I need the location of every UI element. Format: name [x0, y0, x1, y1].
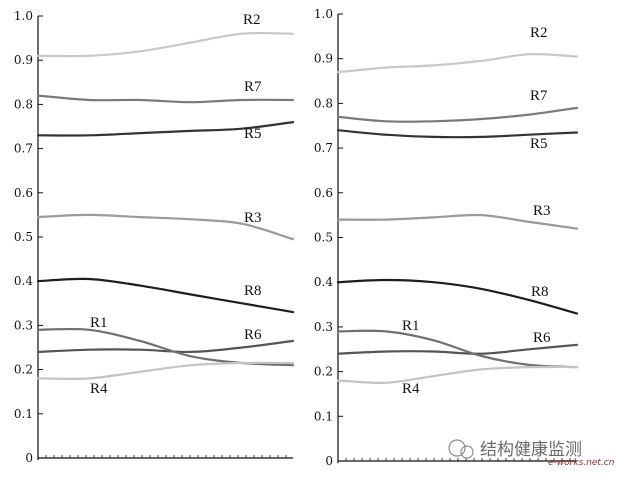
series-line-r6 — [336, 343, 579, 355]
series-line-r3 — [336, 213, 579, 230]
series-line-r5 — [336, 129, 579, 139]
y-tick-label: 0.4 — [14, 274, 33, 288]
y-tick-label: 0 — [25, 451, 33, 465]
series-label-r1: R1 — [90, 315, 108, 331]
series-line-r6 — [36, 339, 295, 354]
series-label-r8: R8 — [244, 283, 262, 299]
y-tick-label: 0.1 — [14, 407, 33, 421]
series-label-r7: R7 — [244, 79, 262, 95]
series-line-r4 — [336, 365, 579, 385]
chart-panel-left: 0 0.1 0.2 0.3 0.4 0.5 0.6 0.7 0.8 0.9 1.0 R2 R7 R5 R3 R… — [14, 9, 295, 465]
series-line-r8 — [36, 277, 295, 314]
watermark-site: e-works.net.cn — [548, 458, 615, 468]
y-tick-label: 1.0 — [314, 7, 333, 21]
wechat-icon — [448, 439, 474, 459]
series-label-r4: R4 — [402, 381, 420, 397]
y-tick-label: 0.1 — [314, 409, 333, 423]
series-line-r8 — [336, 278, 579, 315]
series-line-r1 — [336, 329, 579, 369]
series-label-r3: R3 — [244, 210, 262, 226]
series-label-r4: R4 — [90, 381, 108, 397]
series-label-r2: R2 — [243, 12, 261, 28]
y-tick-label: 0.5 — [314, 231, 333, 245]
series-label-r6: R6 — [244, 327, 262, 343]
series-line-r7 — [36, 94, 295, 104]
y-tick-label: 0 — [325, 454, 333, 468]
series-line-r5 — [36, 121, 295, 137]
y-tick-label: 0.2 — [14, 363, 33, 377]
series-label-r7: R7 — [530, 88, 548, 104]
y-tick-label: 0.2 — [314, 365, 333, 379]
y-tick-label: 0.8 — [314, 96, 333, 110]
series-label-r1: R1 — [402, 318, 420, 334]
series-line-r3 — [36, 213, 295, 241]
series-line-r4 — [36, 361, 295, 380]
y-tick-label: 0.6 — [14, 186, 33, 200]
series-line-r2 — [36, 31, 295, 58]
y-tick-label: 1.0 — [14, 9, 33, 23]
series-label-r2: R2 — [530, 25, 548, 41]
watermark-text: 结构健康监测 — [480, 440, 582, 460]
watermark: 结构健康监测 e-works.net.cn — [448, 439, 615, 468]
y-tick-label: 0.9 — [14, 53, 33, 67]
y-tick-label: 0.7 — [14, 142, 33, 156]
chart-panel-right: 0 0.1 0.2 0.3 0.4 0.5 0.6 0.7 0.8 0.9 1.0 R2 R7 R5 R3 R… — [314, 7, 579, 468]
series-line-r2 — [336, 52, 579, 74]
y-tick-label: 0.3 — [14, 318, 33, 332]
series-label-r3: R3 — [533, 203, 551, 219]
y-tick-label: 0.3 — [314, 320, 333, 334]
y-tick-label: 0.9 — [314, 52, 333, 66]
series-line-r7 — [336, 106, 579, 123]
series-label-r6: R6 — [533, 330, 551, 346]
series-label-r5: R5 — [530, 136, 548, 152]
y-tick-label: 0.8 — [14, 97, 33, 111]
series-label-r5: R5 — [244, 126, 262, 142]
y-tick-label: 0.5 — [14, 230, 33, 244]
y-tick-label: 0.7 — [314, 141, 333, 155]
y-tick-label: 0.4 — [314, 275, 333, 289]
y-tick-label: 0.6 — [314, 186, 333, 200]
series-label-r8: R8 — [531, 284, 549, 300]
